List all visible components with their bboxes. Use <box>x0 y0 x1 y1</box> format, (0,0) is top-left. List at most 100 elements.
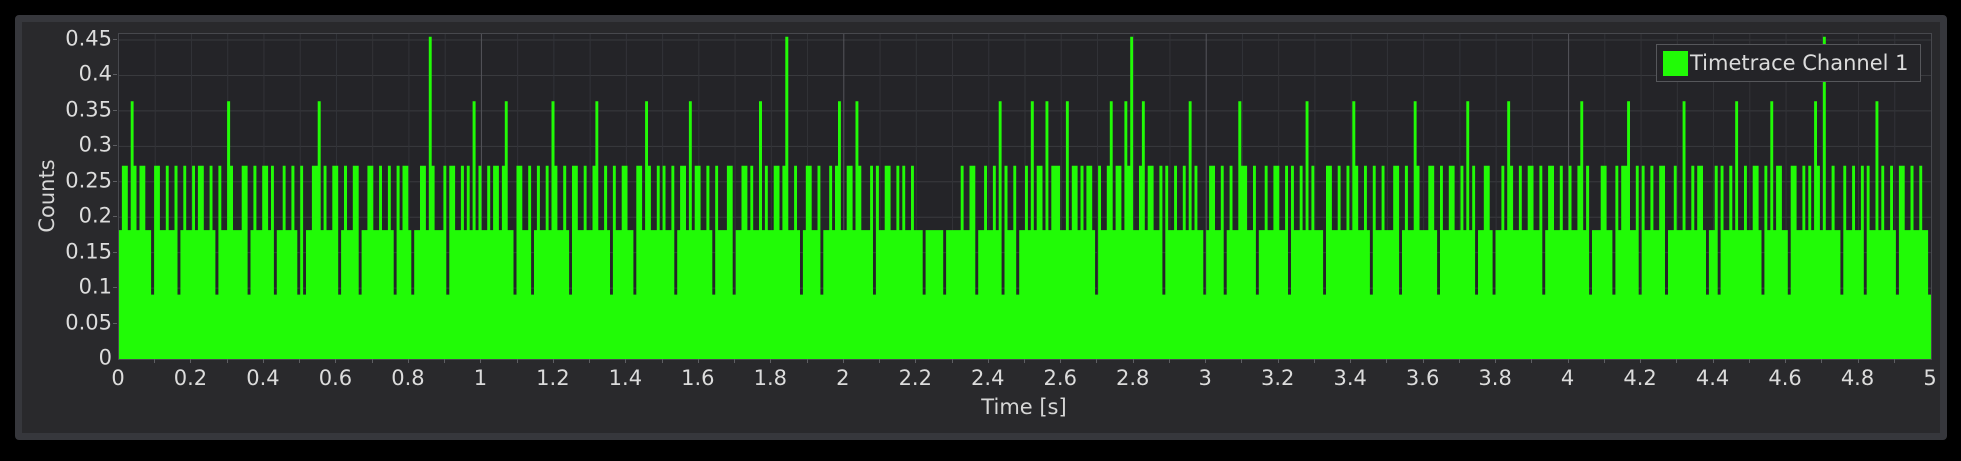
x-tick-label: 1 <box>473 366 488 390</box>
plot-area[interactable] <box>118 33 1932 360</box>
x-tick-label: 1.2 <box>536 366 570 390</box>
x-tick-mark <box>335 359 337 363</box>
x-tick-label: 4.2 <box>1623 366 1657 390</box>
y-tick-mark <box>113 38 117 40</box>
x-tick-mark <box>1603 359 1605 363</box>
legend-label: Timetrace Channel 1 <box>1690 51 1909 75</box>
x-tick-mark <box>371 359 373 363</box>
y-tick-mark <box>113 180 117 182</box>
x-tick-label: 4 <box>1560 366 1575 390</box>
y-tick-label: 0.1 <box>78 274 112 299</box>
x-tick-mark <box>697 359 699 363</box>
y-tick-label: 0.25 <box>65 168 112 193</box>
x-tick-mark <box>987 359 989 363</box>
y-tick-label: 0.35 <box>65 97 112 122</box>
x-tick-mark <box>1422 359 1424 363</box>
x-tick-mark <box>1785 359 1787 363</box>
x-tick-mark <box>444 359 446 363</box>
x-tick-label: 1.6 <box>681 366 715 390</box>
y-tick-label: 0.15 <box>65 239 112 264</box>
x-tick-label: 0 <box>111 366 125 390</box>
x-tick-mark <box>879 359 881 363</box>
x-tick-mark <box>407 359 409 363</box>
legend-color-swatch <box>1663 50 1688 76</box>
x-tick-label: 1.8 <box>753 366 788 390</box>
x-tick-mark <box>1495 359 1497 363</box>
x-tick-label: 0.6 <box>318 366 353 390</box>
y-tick-mark <box>113 287 117 289</box>
x-tick-mark <box>1350 359 1352 363</box>
x-tick-mark <box>1205 359 1207 363</box>
x-tick-mark <box>299 359 301 363</box>
x-tick-mark <box>589 359 591 363</box>
x-tick-mark <box>1458 359 1460 363</box>
x-tick-label: 3.4 <box>1333 366 1367 390</box>
x-tick-mark <box>154 359 156 363</box>
x-tick-label: 4.4 <box>1695 366 1730 390</box>
x-tick-mark <box>1712 359 1714 363</box>
x-tick-mark <box>734 359 736 363</box>
x-tick-label: 5 <box>1923 366 1937 390</box>
x-tick-mark <box>770 359 772 363</box>
y-tick-mark <box>113 251 117 253</box>
x-tick-label: 2.2 <box>898 366 932 390</box>
y-tick-label: 0.3 <box>78 132 112 157</box>
y-tick-mark <box>113 74 117 76</box>
x-tick-label: 2.8 <box>1116 366 1150 390</box>
x-tick-mark <box>1748 359 1750 363</box>
x-tick-mark <box>951 359 953 363</box>
x-tick-label: 2 <box>836 366 850 390</box>
x-tick-mark <box>552 359 554 363</box>
x-tick-mark <box>625 359 627 363</box>
x-tick-mark <box>915 359 917 363</box>
y-tick-label: 0.05 <box>65 310 112 335</box>
x-tick-mark <box>190 359 192 363</box>
x-tick-label: 4.8 <box>1840 366 1875 390</box>
x-tick-mark <box>1676 359 1678 363</box>
x-tick-mark <box>1893 359 1895 363</box>
x-tick-label: 2.6 <box>1043 366 1077 390</box>
x-tick-mark <box>480 359 482 363</box>
x-tick-mark <box>262 359 264 363</box>
x-tick-mark <box>1277 359 1279 363</box>
x-tick-mark <box>1096 359 1098 363</box>
y-tick-label: 0.2 <box>78 203 112 228</box>
x-tick-mark <box>1241 359 1243 363</box>
y-tick-label: 0.45 <box>65 26 112 51</box>
x-tick-mark <box>1168 359 1170 363</box>
x-tick-label: 0.4 <box>246 366 280 390</box>
x-tick-mark <box>1132 359 1134 363</box>
legend[interactable]: Timetrace Channel 1 <box>1656 44 1921 82</box>
x-tick-label: 3.8 <box>1478 366 1512 390</box>
x-tick-mark <box>1567 359 1569 363</box>
x-tick-label: 0.2 <box>173 366 208 390</box>
x-tick-mark <box>661 359 663 363</box>
x-tick-label: 4.6 <box>1768 366 1802 390</box>
x-tick-mark <box>1024 359 1025 363</box>
x-tick-mark <box>842 359 844 363</box>
y-tick-mark <box>113 322 117 324</box>
x-tick-mark <box>1313 359 1315 363</box>
x-tick-label: 0.8 <box>391 366 425 390</box>
x-tick-mark <box>1821 359 1823 363</box>
y-tick-label: 0 <box>98 345 112 370</box>
timetrace-svg <box>119 34 1931 359</box>
x-tick-label: 3.6 <box>1405 366 1440 390</box>
y-tick-mark <box>113 109 117 111</box>
x-tick-label: 2.4 <box>971 366 1005 390</box>
x-tick-mark <box>1640 359 1642 363</box>
y-tick-mark <box>113 145 117 147</box>
x-tick-mark <box>1857 359 1859 363</box>
x-tick-mark <box>1060 359 1062 363</box>
x-tick-mark <box>1386 359 1388 363</box>
x-tick-mark <box>226 359 228 363</box>
x-tick-label: 3 <box>1198 366 1212 390</box>
x-tick-mark <box>516 359 518 363</box>
y-axis-label: Counts <box>35 159 59 233</box>
x-tick-label: 3.2 <box>1260 366 1295 390</box>
x-axis-label: Time [s] <box>981 395 1067 419</box>
timetrace-series <box>119 36 1931 359</box>
x-tick-label: 1.4 <box>608 366 643 390</box>
x-tick-mark <box>1531 359 1533 363</box>
